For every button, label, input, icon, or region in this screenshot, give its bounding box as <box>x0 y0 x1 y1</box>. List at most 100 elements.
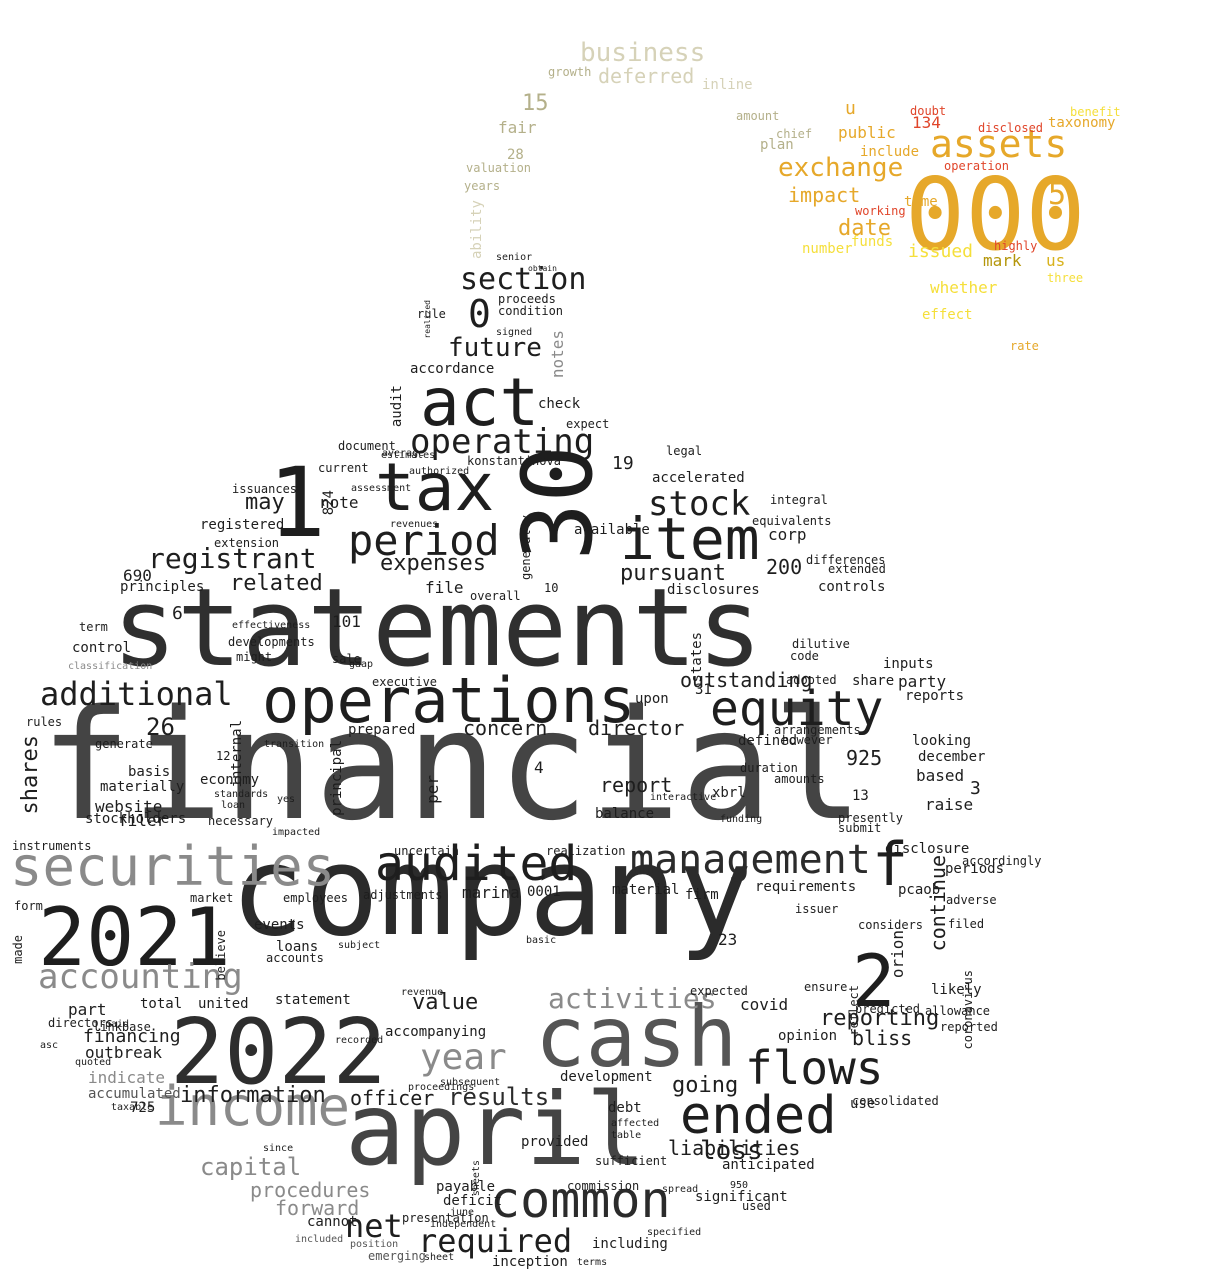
cloud-word: sheet <box>424 1252 455 1263</box>
cloud-word: working <box>855 204 906 218</box>
cloud-word: 19 <box>612 453 634 474</box>
cloud-word: issued <box>908 241 974 262</box>
cloud-word: tax <box>375 449 495 526</box>
cloud-word: market <box>190 891 234 905</box>
cloud-word: senior <box>496 252 533 263</box>
cloud-word: submit <box>838 821 882 835</box>
cloud-word: opinion <box>778 1028 838 1044</box>
cloud-word: registrant <box>148 542 317 575</box>
cloud-word: reflect <box>847 985 861 1036</box>
cloud-word: position <box>350 1239 399 1250</box>
cloud-word: issuer <box>795 902 839 916</box>
cloud-word: growth <box>548 65 592 79</box>
cloud-word: years <box>464 179 501 193</box>
cloud-word: looking <box>912 733 972 749</box>
cloud-word: forward <box>275 1196 360 1220</box>
cloud-word: financial <box>40 677 864 854</box>
cloud-word: 725 <box>130 1100 156 1116</box>
cloud-word: funds <box>851 234 894 250</box>
cloud-word: company <box>230 820 753 964</box>
cloud-word: recorded <box>335 1035 384 1046</box>
cloud-word: taxonomy <box>1048 115 1116 131</box>
cloud-word: available <box>574 522 650 538</box>
cloud-word: cash <box>535 988 738 1086</box>
cloud-word: requirements <box>755 879 857 895</box>
cloud-word: filed <box>948 917 985 931</box>
cloud-word: xbrl <box>712 785 746 801</box>
cloud-word: amount <box>736 109 780 123</box>
cloud-word: form <box>14 899 43 913</box>
cloud-word: upon <box>635 691 669 707</box>
cloud-word: procedures <box>250 1178 371 1202</box>
cloud-word: ensure <box>804 980 848 994</box>
cloud-word: required <box>418 1222 573 1260</box>
cloud-word: paid <box>105 1019 130 1030</box>
cloud-word: believe <box>214 930 228 981</box>
cloud-word: debt <box>608 1100 642 1116</box>
cloud-word: emerging <box>368 1249 426 1263</box>
cloud-word: interactive <box>650 792 717 803</box>
cloud-word: assessment <box>351 483 412 494</box>
cloud-word: uncertain <box>394 844 460 858</box>
cloud-word: balance <box>595 806 655 822</box>
cloud-word: concern <box>463 716 548 740</box>
cloud-word: income <box>155 1075 351 1138</box>
cloud-word: based <box>916 766 965 785</box>
cloud-word: 3 <box>970 778 981 799</box>
cloud-word: rate <box>1010 339 1039 353</box>
cloud-word: united <box>198 996 249 1012</box>
cloud-word: period <box>348 516 500 565</box>
cloud-word: expect <box>566 417 610 431</box>
cloud-word: impacted <box>272 827 321 838</box>
cloud-word: principles <box>120 579 205 595</box>
cloud-word: effectiveness <box>232 620 311 631</box>
cloud-word: statement <box>275 992 351 1008</box>
cloud-word: check <box>538 396 581 412</box>
cloud-word: financing <box>83 1026 181 1047</box>
cloud-word: allowance <box>925 1004 991 1018</box>
cloud-word: coronavirus <box>961 970 975 1050</box>
cloud-word: control <box>72 640 132 656</box>
cloud-word: time <box>904 194 938 210</box>
cloud-word: include <box>860 144 920 160</box>
cloud-word: revenue <box>401 987 444 998</box>
cloud-word: use <box>850 1096 876 1112</box>
cloud-word: generally <box>519 515 533 581</box>
cloud-word: average <box>382 448 425 459</box>
cloud-word: impact <box>788 183 861 207</box>
cloud-word: reported <box>940 1020 998 1034</box>
cloud-word: assets <box>930 122 1068 166</box>
cloud-word: party <box>898 672 947 691</box>
cloud-word: made <box>11 935 25 964</box>
cloud-word: statements <box>112 566 763 691</box>
cloud-word: plan <box>760 137 794 153</box>
cloud-word: 1 <box>268 447 326 559</box>
cloud-word: developments <box>228 635 315 649</box>
cloud-word: material <box>612 882 680 898</box>
cloud-word: expenses <box>380 551 486 576</box>
cloud-word: standards <box>214 789 269 800</box>
cloud-word: effect <box>922 307 973 323</box>
cloud-word: 0001 <box>527 884 561 900</box>
cloud-word: directors <box>48 1016 114 1030</box>
cloud-word: covid <box>740 995 789 1014</box>
cloud-word: principal <box>329 740 345 816</box>
cloud-word: loss <box>700 1136 763 1166</box>
cloud-word: shares <box>18 735 43 815</box>
cloud-word: inputs <box>883 656 934 672</box>
cloud-word: differences <box>806 553 886 567</box>
cloud-word: since <box>263 1143 294 1154</box>
cloud-word: periods <box>945 861 1005 877</box>
cloud-word: indicate <box>88 1068 166 1087</box>
cloud-word: reports <box>905 688 965 704</box>
cloud-word: arrangements <box>774 723 861 737</box>
cloud-word: exchange <box>778 153 904 183</box>
cloud-word: duration <box>740 761 798 775</box>
cloud-word: anticipated <box>722 1157 815 1173</box>
cloud-word: flows <box>745 1041 884 1095</box>
cloud-word: 000 <box>905 156 1086 273</box>
cloud-word: notes <box>548 330 567 379</box>
cloud-word: information <box>180 1083 326 1108</box>
cloud-word: basis <box>128 764 171 780</box>
cloud-word: accompanying <box>385 1024 487 1040</box>
